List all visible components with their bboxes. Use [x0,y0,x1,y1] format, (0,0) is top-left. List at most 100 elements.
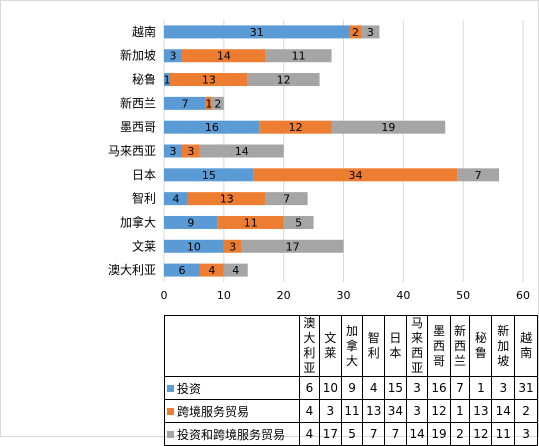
data-table: 澳大 利亚 文莱 加拿 大智利 日本 马来 西亚 墨西 哥新西 兰秘鲁 新加 坡越南 投资 6… [164,315,538,446]
x-tick-label: 10 [217,289,231,302]
bar-data-label: 1 [205,97,212,110]
table-cell: 11 [491,422,516,446]
category-label: 新西兰 [120,95,156,110]
bar-data-label: 11 [244,216,258,229]
bar-segment [457,168,500,182]
table-cell: 1 [449,399,471,423]
bar-segment [164,25,350,39]
x-tick-label: 0 [161,289,168,302]
table-cell: 15 [384,376,407,400]
table-cell: 11 [340,399,364,423]
table-cell: 1 [469,376,493,400]
bar-segment [187,192,266,206]
legend-swatch [167,384,174,392]
table-cell: 9 [340,376,364,400]
bar-data-label: 5 [295,216,302,229]
bar-data-label: 3 [367,26,374,39]
legend-swatch [167,430,174,438]
bar-data-label: 7 [181,97,188,110]
bar-data-label: 34 [348,169,362,182]
x-tick-label: 40 [396,289,410,302]
bar-segment [199,144,284,158]
table-cell: 4 [362,376,386,400]
table-cell: 4 [298,399,321,423]
table-cell: 17 [319,422,342,446]
bar-segment [241,239,344,253]
bar-data-label: 14 [217,50,231,63]
bar-segment [223,239,242,253]
bar-segment [164,215,218,229]
table-cell: 7 [362,422,386,446]
table-cell: 16 [427,376,451,400]
bar-segment [247,73,320,87]
table-col-header: 澳大 利亚 [298,315,321,377]
bar-data-label: 3 [169,145,176,158]
bar-segment [211,96,224,110]
bar-segment [181,144,200,158]
bar-segment [169,73,248,87]
table-col-header: 日本 [384,315,407,377]
bar-data-label: 4 [208,264,215,277]
table-cell: 3 [405,376,429,400]
table-col-header: 墨西 哥 [427,315,451,377]
table-col-header: 智利 [362,315,386,377]
table-col-header: 加拿 大 [340,315,364,377]
table-cell: 34 [384,399,407,423]
bar-data-label: 6 [178,264,185,277]
bar-segment [217,215,284,229]
legend-entry: 投资和跨境服务贸易 [164,422,300,446]
category-label: 马来西亚 [108,144,156,158]
bar-segment [164,120,260,134]
bar-segment [164,49,182,63]
bar-data-label: 3 [169,50,176,63]
bar-segment [164,239,224,253]
table-col-header: 文莱 [319,315,342,377]
bar-segment [223,263,248,277]
table-col-header: 新加 坡 [491,315,516,377]
category-label: 澳大利亚 [108,263,156,277]
table-cell: 31 [514,376,538,400]
bar-data-label: 19 [381,121,395,134]
table-cell: 2 [514,399,538,423]
legend-entry: 跨境服务贸易 [164,399,300,423]
table-cell: 13 [469,399,493,423]
bar-segment [253,168,458,182]
table-cell: 10 [319,376,342,400]
table-cell: 2 [449,422,471,446]
bar-segment [164,263,200,277]
bar-data-label: 3 [229,240,236,253]
bar-segment [199,263,224,277]
category-label: 日本 [132,168,156,182]
table-cell: 14 [491,399,516,423]
table-cell: 19 [427,422,451,446]
bar-segment [265,192,308,206]
table-row: 投资和跨境服务贸易 4 17 5 7 7 14 19 2 12 11 3 [164,422,538,446]
table-cell: 3 [514,422,538,446]
category-label: 秘鲁 [132,73,156,87]
bar-data-label: 2 [352,26,359,39]
bar-data-label: 4 [172,193,179,206]
bar-data-label: 11 [292,50,306,63]
x-tick-label: 20 [277,289,291,302]
table-cell: 7 [384,422,407,446]
table-cell: 6 [298,376,321,400]
table-row: 跨境服务贸易 4 3 11 13 34 3 12 1 13 14 2 [164,399,538,423]
table-cell: 14 [405,422,429,446]
bar-data-label: 12 [289,121,303,134]
bar-segment [164,192,188,206]
table-cell: 13 [362,399,386,423]
bar-data-label: 4 [232,264,239,277]
table-cell: 3 [491,376,516,400]
bar-segment [164,96,206,110]
bar-segment [164,73,170,87]
legend-label: 投资 [177,381,202,396]
bar-data-label: 1 [163,74,170,87]
legend-swatch [167,407,174,415]
bar-data-label: 15 [202,169,216,182]
bar-data-label: 17 [286,240,300,253]
table-cell: 3 [319,399,342,423]
bar-data-label: 7 [475,169,482,182]
bar-segment [331,120,446,134]
